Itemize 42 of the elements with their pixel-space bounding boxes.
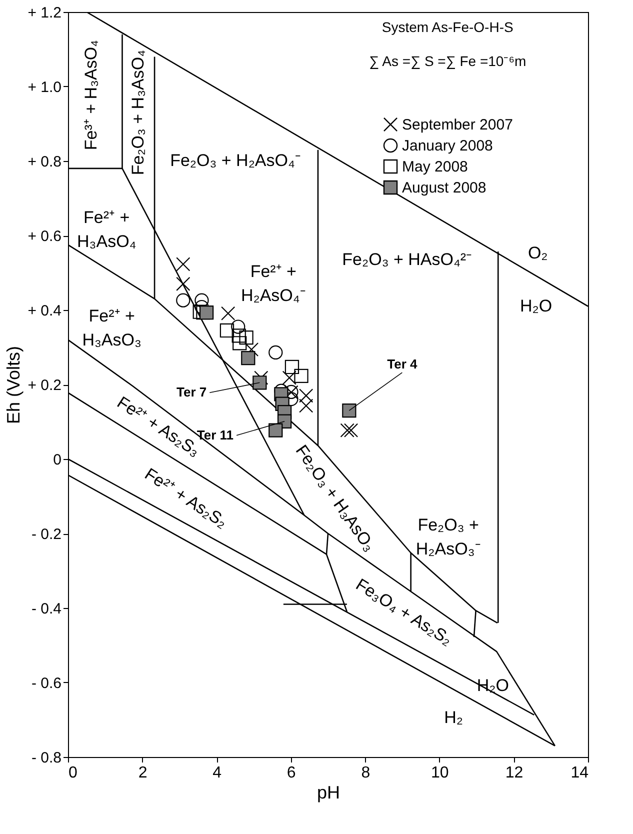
y-tick-label: + 0.6 — [28, 228, 62, 245]
annotation: System As-Fe-O-H-S — [382, 19, 514, 35]
annotation: ∑ As =∑ S =∑ Fe =10⁻⁶m — [369, 53, 526, 69]
annotation: H₂ — [444, 708, 463, 727]
annotation: Fe²⁺ + H₃AsO₃ — [82, 306, 142, 350]
y-tick-label: + 0.2 — [28, 377, 62, 394]
annotation: O₂ — [528, 243, 548, 262]
y-tick-label: 0 — [53, 452, 62, 468]
y-axis-title: Eh (Volts) — [4, 346, 24, 424]
y-tick-label: + 1.0 — [28, 79, 62, 96]
legend-label: January 2008 — [402, 138, 493, 154]
x-tick-label: 4 — [212, 764, 222, 782]
annotation: H₂O — [520, 296, 552, 316]
annotation: Fe₂O₃ + H₃AsO₄ — [128, 50, 148, 176]
legend-label: September 2007 — [402, 116, 513, 134]
x-tick-label: 8 — [361, 764, 370, 782]
annotation: Fe₂O₃ + H₂AsO₃⁻ — [416, 516, 481, 559]
y-tick-label: - 0.2 — [31, 526, 62, 543]
y-tick-label: + 0.8 — [28, 154, 62, 170]
x-tick-label: 12 — [505, 764, 524, 782]
annotation: Ter 7 — [176, 384, 207, 400]
y-tick-label: - 0.4 — [31, 600, 62, 618]
annotation: Fe₂O₃ + HAsO₄²⁻ — [342, 250, 472, 270]
legend-label: August 2008 — [402, 180, 486, 196]
x-tick-label: 2 — [138, 764, 148, 782]
x-axis-title: pH — [316, 782, 340, 802]
y-tick-label: + 0.4 — [28, 302, 62, 320]
x-tick-label: 6 — [286, 764, 296, 782]
legend-label: May 2008 — [402, 158, 468, 176]
annotation: H₂O — [476, 676, 509, 695]
x-tick-label: 10 — [431, 764, 449, 782]
x-tick-label: 0 — [68, 764, 78, 782]
annotation: Ter 11 — [196, 427, 234, 442]
annotation: Ter 4 — [387, 356, 418, 372]
x-tick-label: 14 — [570, 764, 589, 782]
y-tick-label: + 1.2 — [28, 4, 62, 22]
annotation: Fe²⁺ + H₂AsO₄⁻ — [240, 262, 306, 306]
y-tick-label: - 0.8 — [31, 750, 62, 766]
annotation: Fe²⁺ + H₃AsO₄ — [77, 208, 136, 251]
annotation: Fe₂O₃ + H₂AsO₄⁻ — [170, 151, 301, 170]
y-tick-label: - 0.6 — [31, 675, 62, 692]
annotation: Fe³⁺ + H₃AsO₄ — [81, 40, 100, 150]
